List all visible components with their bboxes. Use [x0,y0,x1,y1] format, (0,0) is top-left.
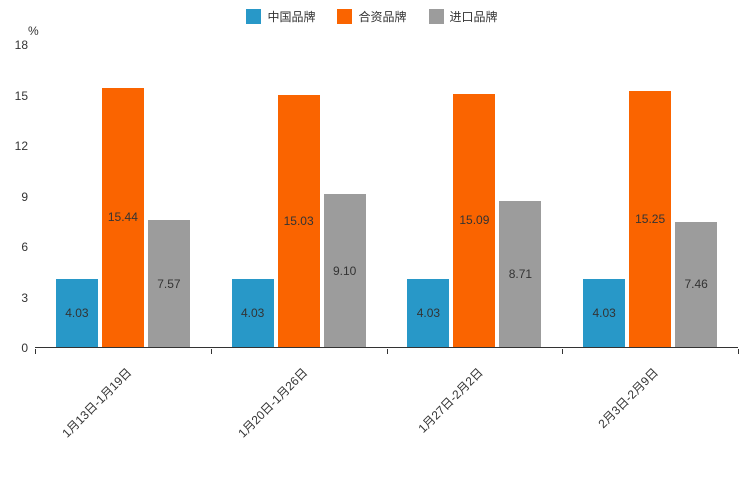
legend: 中国品牌 合资品牌 进口品牌 [0,8,744,25]
x-axis-tick [738,349,739,354]
bar-china-brand[interactable]: 4.03 [583,279,626,347]
y-axis-tick-label: 18 [14,38,28,52]
legend-item-joint-venture-brand[interactable]: 合资品牌 [337,8,407,25]
bar-value-label: 15.25 [635,212,666,227]
bar-group: 4.03 15.44 7.57 [35,45,211,347]
legend-swatch-import-brand [428,9,444,24]
y-axis-tick-label: 15 [14,88,28,103]
x-axis-tick [386,349,388,354]
legend-swatch-joint-venture-brand [337,9,353,24]
bar-import-brand[interactable]: 8.71 [499,200,542,347]
legend-label: 合资品牌 [358,10,407,24]
bar-value-label: 9.10 [332,263,357,278]
bar-value-label: 8.71 [508,266,533,281]
bar-value-label: 15.09 [459,213,490,228]
bar-value-label: 7.57 [157,276,181,291]
bar-import-brand[interactable]: 9.10 [323,194,366,347]
bar-import-brand[interactable]: 7.57 [147,220,190,347]
bar-joint-venture-brand[interactable]: 15.03 [277,94,320,347]
bar-china-brand[interactable]: 4.03 [231,279,274,347]
y-axis-tick-label: 0 [21,341,28,355]
bar-china-brand[interactable]: 4.03 [407,279,450,347]
x-axis-tick [562,349,564,354]
x-axis-label: 1月13日-1月19日 [59,365,135,441]
legend-swatch-china-brand [246,9,262,24]
bar-joint-venture-brand[interactable]: 15.09 [453,93,496,347]
y-axis-unit-label: % [28,24,39,38]
y-axis-tick-label: 6 [21,240,28,254]
legend-item-import-brand[interactable]: 进口品牌 [428,8,498,25]
y-axis-tick-label: 9 [21,189,28,204]
x-axis-label: 1月20日-1月26日 [234,365,310,441]
y-axis-tick-label: 12 [14,139,28,153]
legend-label: 进口品牌 [449,10,498,24]
bar-value-label: 4.03 [416,306,441,321]
x-axis-labels: 1月13日-1月19日 1月20日-1月26日 1月27日-2月2日 2月3日-2月9… [35,356,738,486]
bar-group: 4.03 15.09 8.71 [387,45,563,347]
bar-value-label: 4.03 [65,306,89,321]
y-axis-tick-label: 3 [21,290,28,305]
bar-value-label: 15.03 [283,213,314,228]
bar-value-label: 4.03 [592,306,616,321]
x-axis-tick [210,349,212,354]
bar-joint-venture-brand[interactable]: 15.44 [101,87,144,347]
y-axis: 0 3 6 9 12 15 18 [0,38,30,355]
bar-group: 4.03 15.03 9.10 [211,45,387,347]
plot-area: 4.03 15.44 7.57 4.03 15.03 9.10 4.03 15.09 8.71 4… [35,45,738,348]
x-axis-label: 1月27日-2月2日 [415,365,486,436]
bar-joint-venture-brand[interactable]: 15.25 [629,91,672,347]
bar-value-label: 7.46 [684,277,708,292]
bar-value-label: 4.03 [240,306,265,321]
x-axis-tick [35,349,36,354]
bar-group: 4.03 15.25 7.46 [562,45,738,347]
x-axis-label: 2月3日-2月9日 [595,365,662,431]
bar-import-brand[interactable]: 7.46 [675,221,718,347]
legend-label: 中国品牌 [267,10,316,24]
legend-item-china-brand[interactable]: 中国品牌 [246,8,315,25]
bar-value-label: 15.44 [107,210,138,225]
x-axis-ticks [35,349,739,355]
bar-china-brand[interactable]: 4.03 [55,279,98,347]
